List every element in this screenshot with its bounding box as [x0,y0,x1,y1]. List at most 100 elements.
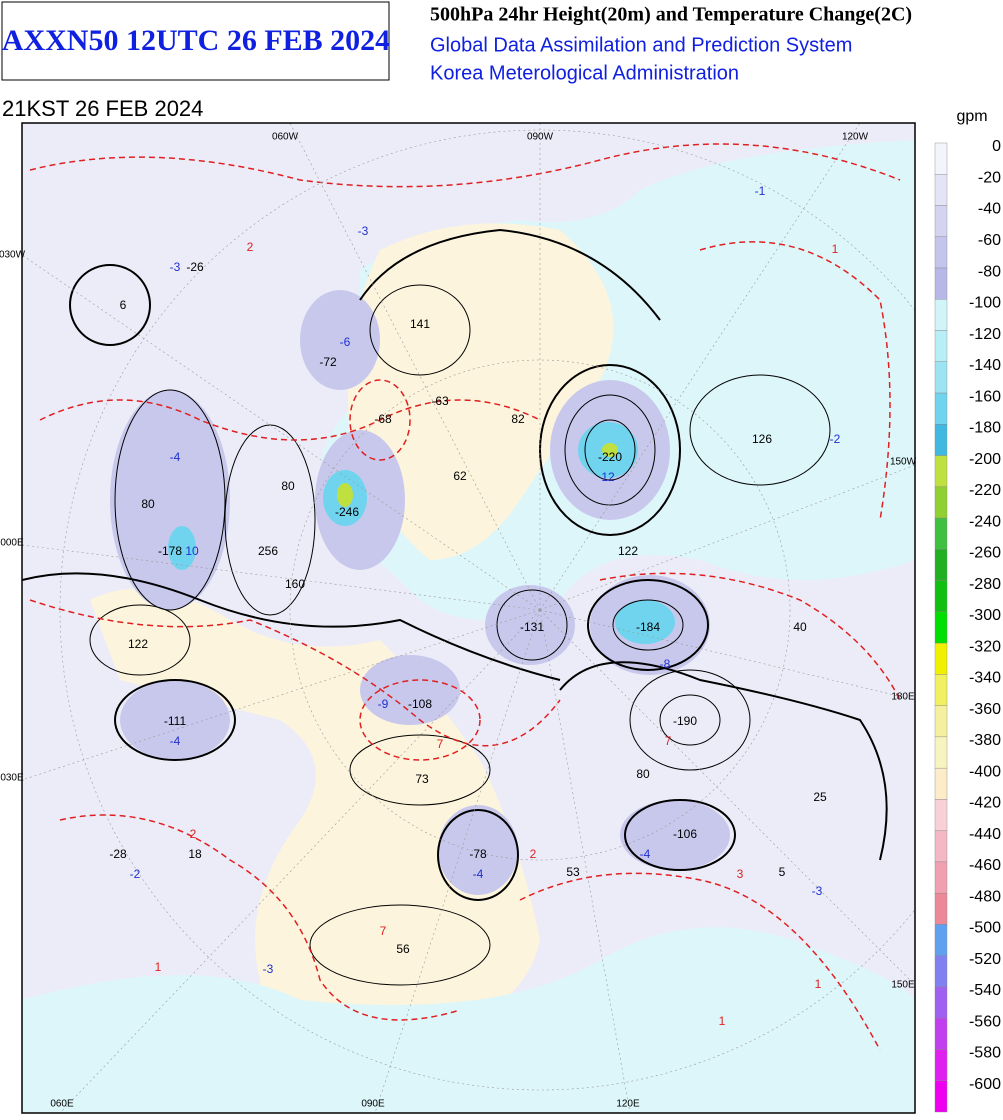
legend-label: -600 [969,1076,1001,1093]
longitude-label: 030E [0,773,24,784]
legend-label: -180 [969,420,1001,437]
legend-swatch [934,955,948,988]
contour-label: 12 [601,470,615,484]
legend-swatch [934,736,948,769]
legend-swatch [934,924,948,956]
contour-label: -28 [109,847,127,861]
contour-label: 80 [281,479,295,493]
height-contours [22,228,888,986]
legend-label: -80 [978,263,1001,280]
legend-swatch [934,486,948,519]
legend-label: -220 [969,482,1001,499]
legend-swatch [934,892,948,925]
contour-label: -2 [130,867,141,881]
contour-label: -2 [830,432,841,446]
contour-label: -4 [473,867,484,881]
legend-label: 0 [992,138,1001,155]
land-region [348,223,614,561]
longitude-label: 150E [891,980,915,991]
contour-label: -6 [340,335,351,349]
legend-swatch [934,674,948,706]
contour-label: 7 [665,734,672,748]
temperature-contours [29,143,901,1051]
contour-label: -4 [640,847,651,861]
longitude-label: 120W [842,132,869,143]
legend-swatch [934,830,948,863]
legend-swatch [934,767,948,800]
contour-label: -106 [673,827,697,841]
contour-label: -220 [598,450,622,464]
longitude-label: 060W [272,132,299,143]
legend-swatch [934,517,948,550]
contour-label: 62 [453,469,467,483]
contour-label: -3 [263,962,274,976]
contour-label: 82 [511,412,525,426]
peak-shading [337,483,353,507]
contour-label: 7 [437,737,444,751]
title-box [1,1,390,81]
chart-title: 500hPa 24hr Height(20m) and Temperature … [430,4,912,26]
legend-label: -400 [969,763,1001,780]
contour-label: -1 [755,184,766,198]
map-labels: 060W 090W 120W 030W 000E 030E 060E 090E 120E 150W… [0,132,917,1110]
legend-swatch [934,986,948,1019]
legend-label: -100 [969,295,1001,312]
legend-swatch [934,299,948,331]
legend-swatch [934,1049,948,1081]
legend-label: -120 [969,326,1001,343]
legend-swatch [934,580,948,613]
negative-shading [110,290,730,895]
legend-swatch [934,267,948,300]
legend-label: -300 [969,607,1001,624]
contour-label: -9 [378,697,389,711]
contour-label: 3 [737,867,744,881]
contour-label: -72 [319,355,337,369]
longitude-label: 090E [361,1099,385,1110]
contour-label: 122 [618,544,638,558]
contour-label: 2 [247,240,254,254]
legend-swatch [934,424,948,456]
longitude-label: 060E [50,1099,74,1110]
contour-label: -63 [431,394,449,408]
legend-label: -60 [978,232,1001,249]
contour-label: 10 [185,544,199,558]
contour-label: 80 [636,767,650,781]
contour-label: 1 [815,977,822,991]
legend-swatch [934,205,948,237]
map-area [22,123,915,1113]
contour-label: 56 [396,942,410,956]
contour-label: -111 [164,714,187,728]
legend-label: -460 [969,857,1001,874]
legend-swatch [934,455,948,488]
system-name: Global Data Assimilation and Prediction … [430,34,852,56]
contour-label: 126 [752,432,772,446]
legend-label: -480 [969,888,1001,905]
valid-time: 21KST 26 FEB 2024 [2,96,203,121]
contour-label: -131 [520,620,544,634]
contour-label: 40 [793,620,807,634]
legend-label: -580 [969,1045,1001,1062]
contour-label: 2 [530,847,537,861]
legend-label: -540 [969,982,1001,999]
contour-label: -3 [812,884,823,898]
contour-label: 256 [258,544,278,558]
longitude-label: 150W [890,457,917,468]
legend-swatch [934,174,948,206]
contour-label: -8 [660,657,671,671]
longitude-label: 000E [0,538,24,549]
contour-label: -3 [358,224,369,238]
contour-label: 1 [155,960,162,974]
legend-label: -420 [969,795,1001,812]
legend-unit: gpm [956,108,987,125]
contour-label: -178 [158,544,182,558]
contour-label: 18 [188,847,202,861]
agency-name: Korea Meterological Administration [430,62,739,84]
legend-label: -380 [969,732,1001,749]
peak-shading [602,443,618,457]
legend-swatch [934,330,948,363]
legend-label: -520 [969,951,1001,968]
contour-label: 53 [566,865,580,879]
contour-label: -4 [170,450,181,464]
cyan-region [22,927,915,1113]
